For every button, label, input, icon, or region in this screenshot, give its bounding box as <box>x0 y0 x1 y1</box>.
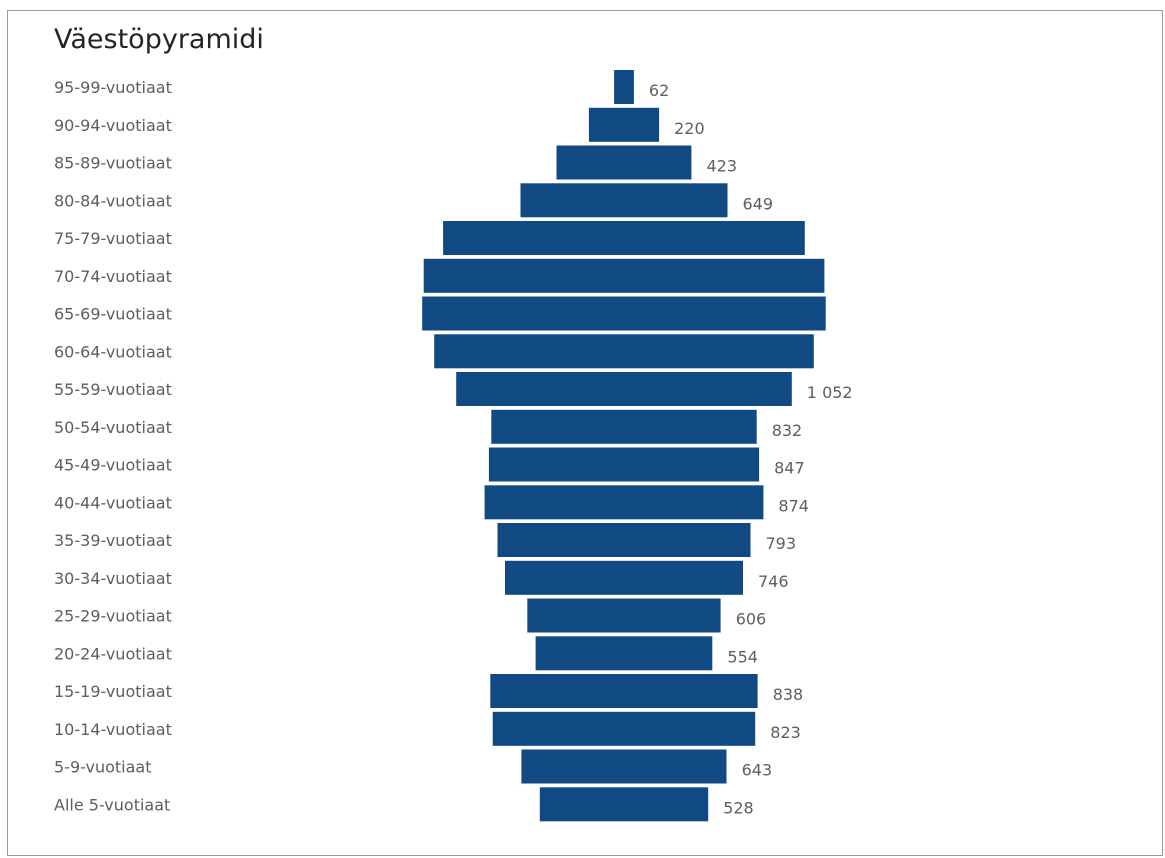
value-label: 62 <box>649 81 669 100</box>
bar-5-9-vuotiaat[interactable] <box>521 749 727 784</box>
bar-Alle 5-vuotiaat[interactable] <box>539 787 709 822</box>
bar-95-99-vuotiaat[interactable] <box>614 70 634 104</box>
value-label: 554 <box>727 647 758 666</box>
bar-10-14-vuotiaat[interactable] <box>492 711 756 746</box>
bar-65-69-vuotiaat[interactable] <box>422 296 826 331</box>
bar-30-34-vuotiaat[interactable] <box>505 560 743 595</box>
bar-15-19-vuotiaat[interactable] <box>490 674 758 708</box>
bar-90-94-vuotiaat[interactable] <box>588 107 660 142</box>
category-label: 80-84-vuotiaat <box>54 191 172 210</box>
category-label: 35-39-vuotiaat <box>54 531 172 550</box>
category-label: 5-9-vuotiaat <box>54 758 151 777</box>
value-label: 423 <box>707 157 738 176</box>
bar-25-29-vuotiaat[interactable] <box>527 598 721 633</box>
category-label: 40-44-vuotiaat <box>54 493 172 512</box>
value-label: 220 <box>674 119 705 138</box>
value-label: 746 <box>758 572 789 591</box>
category-label: 90-94-vuotiaat <box>54 116 172 135</box>
bar-35-39-vuotiaat[interactable] <box>497 523 751 557</box>
value-label: 649 <box>743 194 774 213</box>
category-label: 50-54-vuotiaat <box>54 418 172 437</box>
bar-80-84-vuotiaat[interactable] <box>520 183 728 218</box>
bar-60-64-vuotiaat[interactable] <box>434 334 814 369</box>
value-label: 1 052 <box>807 383 853 402</box>
value-label: 847 <box>774 459 805 478</box>
chart-title: Väestöpyramidi <box>54 24 264 55</box>
category-label: 85-89-vuotiaat <box>54 154 172 173</box>
value-label: 793 <box>766 534 797 553</box>
value-label: 823 <box>770 723 801 742</box>
bar-70-74-vuotiaat[interactable] <box>423 258 825 293</box>
category-label: 45-49-vuotiaat <box>54 456 172 475</box>
category-label: 60-64-vuotiaat <box>54 342 172 361</box>
bar-75-79-vuotiaat[interactable] <box>443 221 805 255</box>
category-label: 30-34-vuotiaat <box>54 569 172 588</box>
category-label: 25-29-vuotiaat <box>54 607 172 626</box>
category-label: 20-24-vuotiaat <box>54 644 172 663</box>
value-label: 838 <box>773 685 804 704</box>
category-label: 70-74-vuotiaat <box>54 267 172 286</box>
value-label: 606 <box>736 610 767 629</box>
bar-20-24-vuotiaat[interactable] <box>535 636 713 671</box>
bar-85-89-vuotiaat[interactable] <box>556 145 692 180</box>
value-label: 643 <box>742 761 773 780</box>
bar-45-49-vuotiaat[interactable] <box>488 447 760 482</box>
category-label: 75-79-vuotiaat <box>54 229 172 248</box>
category-label: 95-99-vuotiaat <box>54 78 172 97</box>
bar-40-44-vuotiaat[interactable] <box>484 485 764 520</box>
category-label: 65-69-vuotiaat <box>54 305 172 324</box>
value-label: 528 <box>723 798 754 817</box>
category-label: 15-19-vuotiaat <box>54 682 172 701</box>
category-label: Alle 5-vuotiaat <box>54 795 170 814</box>
value-label: 874 <box>778 496 809 515</box>
bar-55-59-vuotiaat[interactable] <box>456 372 792 406</box>
bar-50-54-vuotiaat[interactable] <box>491 409 757 444</box>
category-label: 55-59-vuotiaat <box>54 380 172 399</box>
category-label: 10-14-vuotiaat <box>54 720 172 739</box>
value-label: 832 <box>772 421 803 440</box>
